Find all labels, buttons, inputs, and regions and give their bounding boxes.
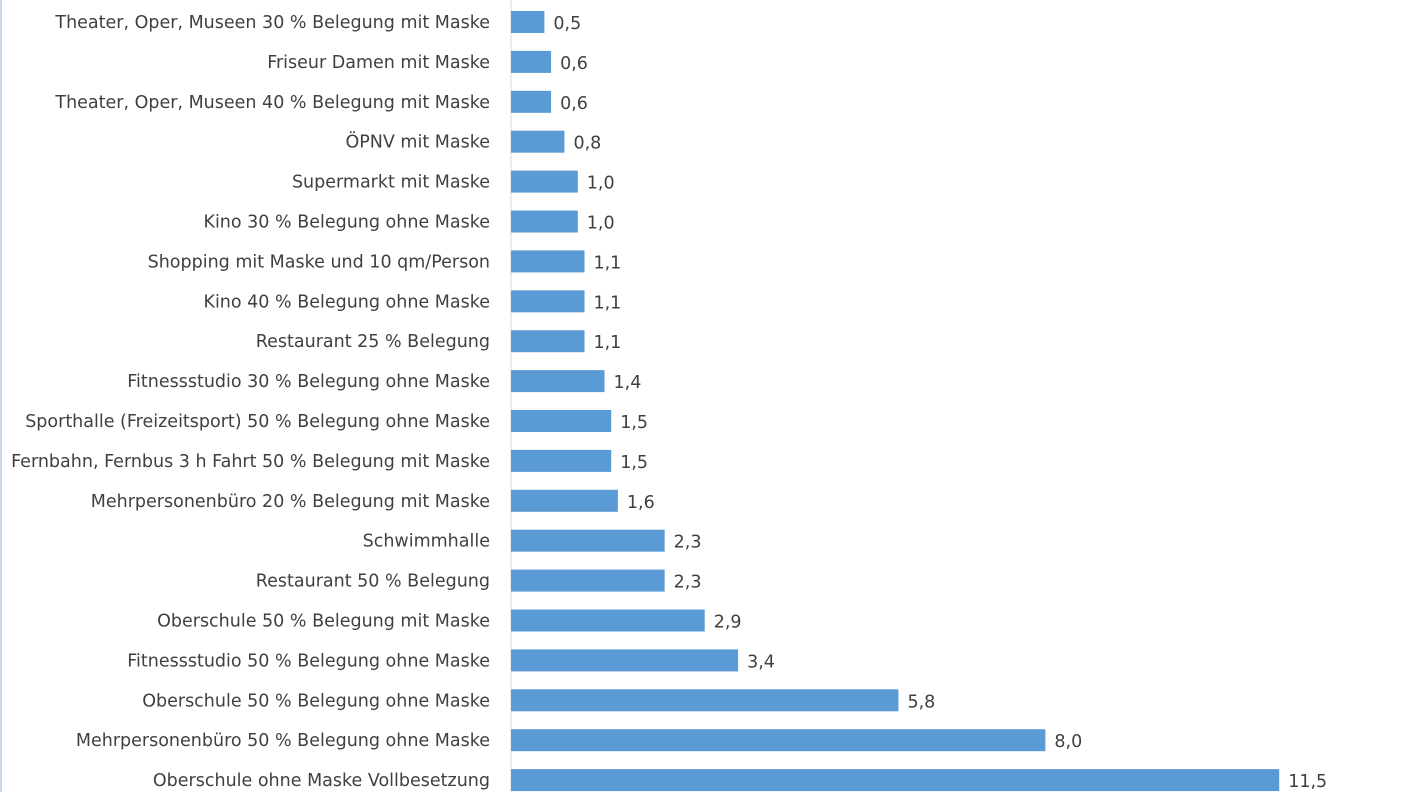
value-label-3: 0,6 xyxy=(560,94,588,114)
category-label-5: Supermarkt mit Maske xyxy=(292,173,490,193)
value-label-20: 11,5 xyxy=(1288,772,1327,792)
category-label-12: Fernbahn, Fernbus 3 h Fahrt 50 % Belegun… xyxy=(11,452,490,472)
category-label-1: Theater, Oper, Museen 30 % Belegung mit … xyxy=(54,13,490,33)
value-label-4: 0,8 xyxy=(573,134,601,154)
left-edge-line xyxy=(0,0,2,792)
value-label-1: 0,5 xyxy=(553,14,581,34)
value-label-2: 0,6 xyxy=(560,54,588,74)
category-label-3: Theater, Oper, Museen 40 % Belegung mit … xyxy=(54,93,490,113)
value-label-18: 5,8 xyxy=(907,692,935,712)
category-labels-group: Theater, Oper, Museen 30 % Belegung mit … xyxy=(11,13,490,791)
bar-12 xyxy=(511,449,612,472)
value-label-15: 2,3 xyxy=(674,573,702,593)
value-label-19: 8,0 xyxy=(1054,732,1082,752)
bar-19 xyxy=(511,729,1046,752)
bar-3 xyxy=(511,90,552,113)
bar-17 xyxy=(511,649,739,672)
bar-13 xyxy=(511,489,618,512)
category-label-13: Mehrpersonenbüro 20 % Belegung mit Maske xyxy=(91,492,490,512)
category-label-7: Shopping mit Maske und 10 qm/Person xyxy=(148,252,490,272)
value-label-5: 1,0 xyxy=(587,174,615,194)
bar-15 xyxy=(511,569,665,592)
category-label-16: Oberschule 50 % Belegung mit Maske xyxy=(157,612,490,632)
category-label-18: Oberschule 50 % Belegung ohne Maske xyxy=(142,691,490,711)
bar-20 xyxy=(511,769,1280,792)
value-label-9: 1,1 xyxy=(593,333,621,353)
category-label-15: Restaurant 50 % Belegung xyxy=(256,572,490,592)
bar-6 xyxy=(511,210,578,233)
category-label-9: Restaurant 25 % Belegung xyxy=(256,332,490,352)
category-label-6: Kino 30 % Belegung ohne Maske xyxy=(203,213,490,233)
category-label-10: Fitnessstudio 30 % Belegung ohne Maske xyxy=(127,372,490,392)
value-label-6: 1,0 xyxy=(587,214,615,234)
category-label-2: Friseur Damen mit Maske xyxy=(267,53,490,73)
bar-4 xyxy=(511,130,565,153)
value-label-8: 1,1 xyxy=(593,293,621,313)
bar-11 xyxy=(511,410,612,432)
category-label-20: Oberschule ohne Maske Vollbesetzung xyxy=(153,771,490,791)
bars-group xyxy=(511,11,1280,792)
value-label-13: 1,6 xyxy=(627,493,655,513)
category-label-17: Fitnessstudio 50 % Belegung ohne Maske xyxy=(127,651,490,671)
value-label-17: 3,4 xyxy=(747,652,775,672)
value-labels-group: 0,5 0,6 0,6 0,8 1,0 1,0 1,1 1,1 1,1 1,4 1,5 1,5 1,6 2… xyxy=(553,14,1327,792)
value-label-16: 2,9 xyxy=(714,613,742,633)
value-label-12: 1,5 xyxy=(620,453,648,473)
category-label-11: Sporthalle (Freizeitsport) 50 % Belegung… xyxy=(25,412,490,432)
bar-8 xyxy=(511,290,585,313)
category-label-19: Mehrpersonenbüro 50 % Belegung ohne Mask… xyxy=(76,731,490,751)
bar-18 xyxy=(511,689,899,712)
bar-2 xyxy=(511,50,552,73)
category-label-8: Kino 40 % Belegung ohne Maske xyxy=(203,292,490,312)
value-label-7: 1,1 xyxy=(593,253,621,273)
value-label-10: 1,4 xyxy=(614,373,642,393)
bar-9 xyxy=(511,330,585,353)
category-label-4: ÖPNV mit Maske xyxy=(345,131,490,153)
bar-7 xyxy=(511,250,585,273)
bar-14 xyxy=(511,529,665,552)
value-label-14: 2,3 xyxy=(674,533,702,553)
bar-1 xyxy=(511,11,545,33)
bar-10 xyxy=(511,370,605,393)
category-label-14: Schwimmhalle xyxy=(363,532,490,552)
value-label-11: 1,5 xyxy=(620,413,648,433)
bar-5 xyxy=(511,170,578,193)
bar-16 xyxy=(511,609,705,632)
